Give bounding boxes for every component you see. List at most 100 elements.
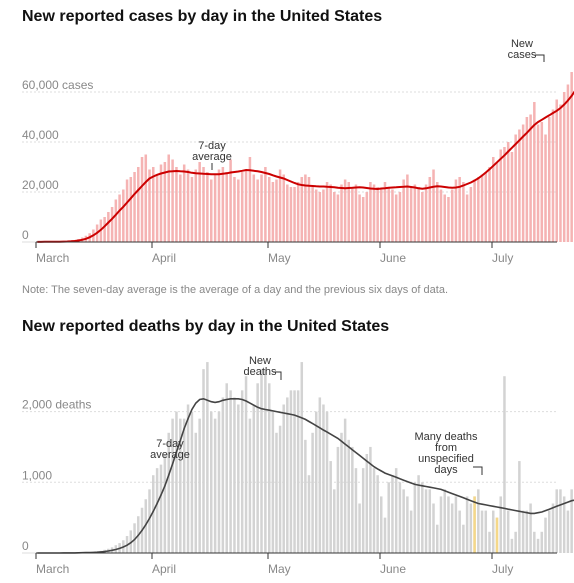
bar (159, 464, 163, 553)
bar (347, 439, 350, 553)
bar (318, 397, 322, 553)
bar (107, 212, 110, 242)
deaths-chart-title: New reported deaths by day in the United… (22, 318, 390, 335)
bar (406, 496, 409, 553)
bar (413, 184, 417, 242)
bar (264, 369, 267, 553)
bar (314, 411, 318, 553)
cases-chart: 0 20,000 40,000 60,000 cases March April May Ju… (22, 38, 574, 265)
bar (421, 192, 424, 242)
bar (548, 117, 551, 242)
bar (118, 194, 121, 242)
bar (351, 446, 354, 553)
bar (194, 169, 198, 242)
bar (229, 159, 232, 242)
bar (503, 147, 506, 242)
bar (570, 489, 573, 553)
bar (167, 154, 170, 242)
bar (514, 134, 517, 242)
bar (387, 187, 390, 242)
bar (432, 503, 435, 553)
bar (333, 489, 336, 553)
bar (268, 177, 271, 242)
bar (340, 184, 343, 242)
bar (260, 174, 263, 242)
bar (325, 182, 329, 242)
bar (333, 192, 336, 242)
chart-note: Note: The seven-day average is the avera… (22, 284, 449, 296)
bar (155, 174, 159, 242)
bar (570, 72, 573, 242)
bar (369, 182, 372, 242)
x-tick-label: March (36, 562, 69, 576)
bar (289, 187, 293, 242)
average-line (37, 90, 574, 243)
bar (533, 102, 536, 242)
bar (152, 475, 155, 553)
bar (439, 496, 443, 553)
bar (447, 197, 450, 242)
bar (450, 503, 454, 553)
bar (179, 418, 182, 553)
x-tick-label: June (380, 251, 406, 265)
bar (443, 194, 446, 242)
bar (264, 167, 267, 242)
bar (394, 468, 398, 553)
y-tick-label: 20,000 (22, 178, 59, 192)
bar (237, 179, 240, 242)
bar (562, 92, 566, 242)
bar (221, 167, 225, 242)
bar (300, 362, 304, 553)
bar (383, 182, 387, 242)
bar (525, 117, 529, 242)
bar (469, 503, 473, 553)
bar (469, 187, 473, 242)
bar (318, 192, 322, 242)
bar (229, 390, 232, 553)
annotation-new-cases: New cases (508, 38, 537, 61)
bar (190, 411, 194, 553)
bar (300, 177, 304, 242)
bar (492, 510, 495, 553)
bar (167, 432, 170, 553)
bar (163, 162, 167, 242)
bar (488, 167, 491, 242)
bar (210, 179, 213, 242)
bar (325, 411, 329, 553)
bar (179, 174, 182, 242)
bar (421, 482, 424, 553)
bar (125, 179, 129, 242)
bar (148, 489, 151, 553)
bar (529, 503, 532, 553)
bar (175, 411, 178, 553)
bar (372, 468, 376, 553)
bar (256, 179, 259, 242)
bar (351, 187, 354, 242)
bar (458, 177, 461, 242)
bar (221, 397, 225, 553)
bar (186, 404, 190, 553)
bar (454, 179, 458, 242)
bar (503, 376, 506, 553)
bar (525, 510, 529, 553)
bar (202, 369, 205, 553)
bar (510, 538, 514, 553)
bar (562, 496, 566, 553)
bar (329, 184, 332, 242)
bar (566, 510, 570, 553)
bar (271, 182, 275, 242)
y-tick-label: 40,000 (22, 128, 59, 142)
bar (296, 182, 300, 242)
bar (544, 517, 547, 553)
bar (275, 179, 278, 242)
average-line (37, 397, 574, 554)
bar (256, 383, 259, 553)
highlight-bar (495, 517, 499, 553)
bar (137, 167, 140, 242)
bar (484, 510, 488, 553)
bar (144, 154, 148, 242)
bar (114, 199, 118, 242)
bar (398, 482, 402, 553)
bar (275, 432, 278, 553)
